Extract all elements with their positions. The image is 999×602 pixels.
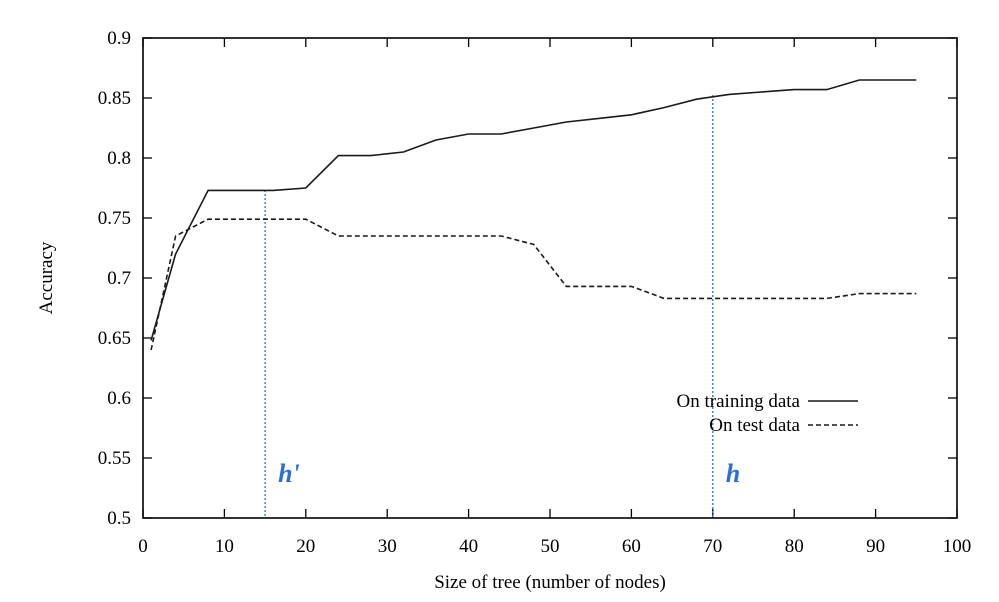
x-tick-label: 90: [866, 536, 885, 557]
y-tick-label: 0.85: [98, 88, 131, 109]
x-tick-label: 70: [703, 536, 722, 557]
x-tick-label: 30: [378, 536, 397, 557]
y-tick-label: 0.65: [98, 328, 131, 349]
x-tick-label: 60: [622, 536, 641, 557]
y-tick-label: 0.9: [107, 28, 131, 49]
y-tick-label: 0.5: [107, 508, 131, 529]
x-tick-label: 80: [785, 536, 804, 557]
y-tick-label: 0.8: [107, 148, 131, 169]
reference-line-label: h: [726, 459, 740, 488]
test-data-line: [150, 218, 917, 351]
y-tick-label: 0.6: [107, 388, 131, 409]
legend-label: On test data: [709, 415, 800, 436]
x-tick-label: 10: [215, 536, 234, 557]
series-lines: [150, 79, 917, 351]
y-tick-label: 0.55: [98, 448, 131, 469]
y-axis: 0.5 0.55 0.6 0.65 0.7 0.75 0.8 0.85 0.9: [98, 28, 957, 529]
x-tick-label: 20: [296, 536, 315, 557]
y-axis-title: Accuracy: [36, 241, 57, 314]
x-tick-label: 40: [459, 536, 478, 557]
x-tick-label: 100: [943, 536, 972, 557]
x-tick-label: 0: [138, 536, 148, 557]
x-tick-label: 50: [541, 536, 560, 557]
x-axis-title: Size of tree (number of nodes): [434, 572, 666, 593]
y-tick-label: 0.75: [98, 208, 131, 229]
training-data-line: [150, 79, 917, 341]
legend-label: On training data: [677, 391, 801, 412]
x-axis: 0 10 20 30 40 50 60 70 80 90 100: [138, 38, 971, 557]
reference-line-label: h': [278, 459, 300, 488]
legend: On training data On test data: [677, 391, 858, 436]
reference-lines: h' h: [264, 95, 740, 518]
y-tick-label: 0.7: [107, 268, 131, 289]
